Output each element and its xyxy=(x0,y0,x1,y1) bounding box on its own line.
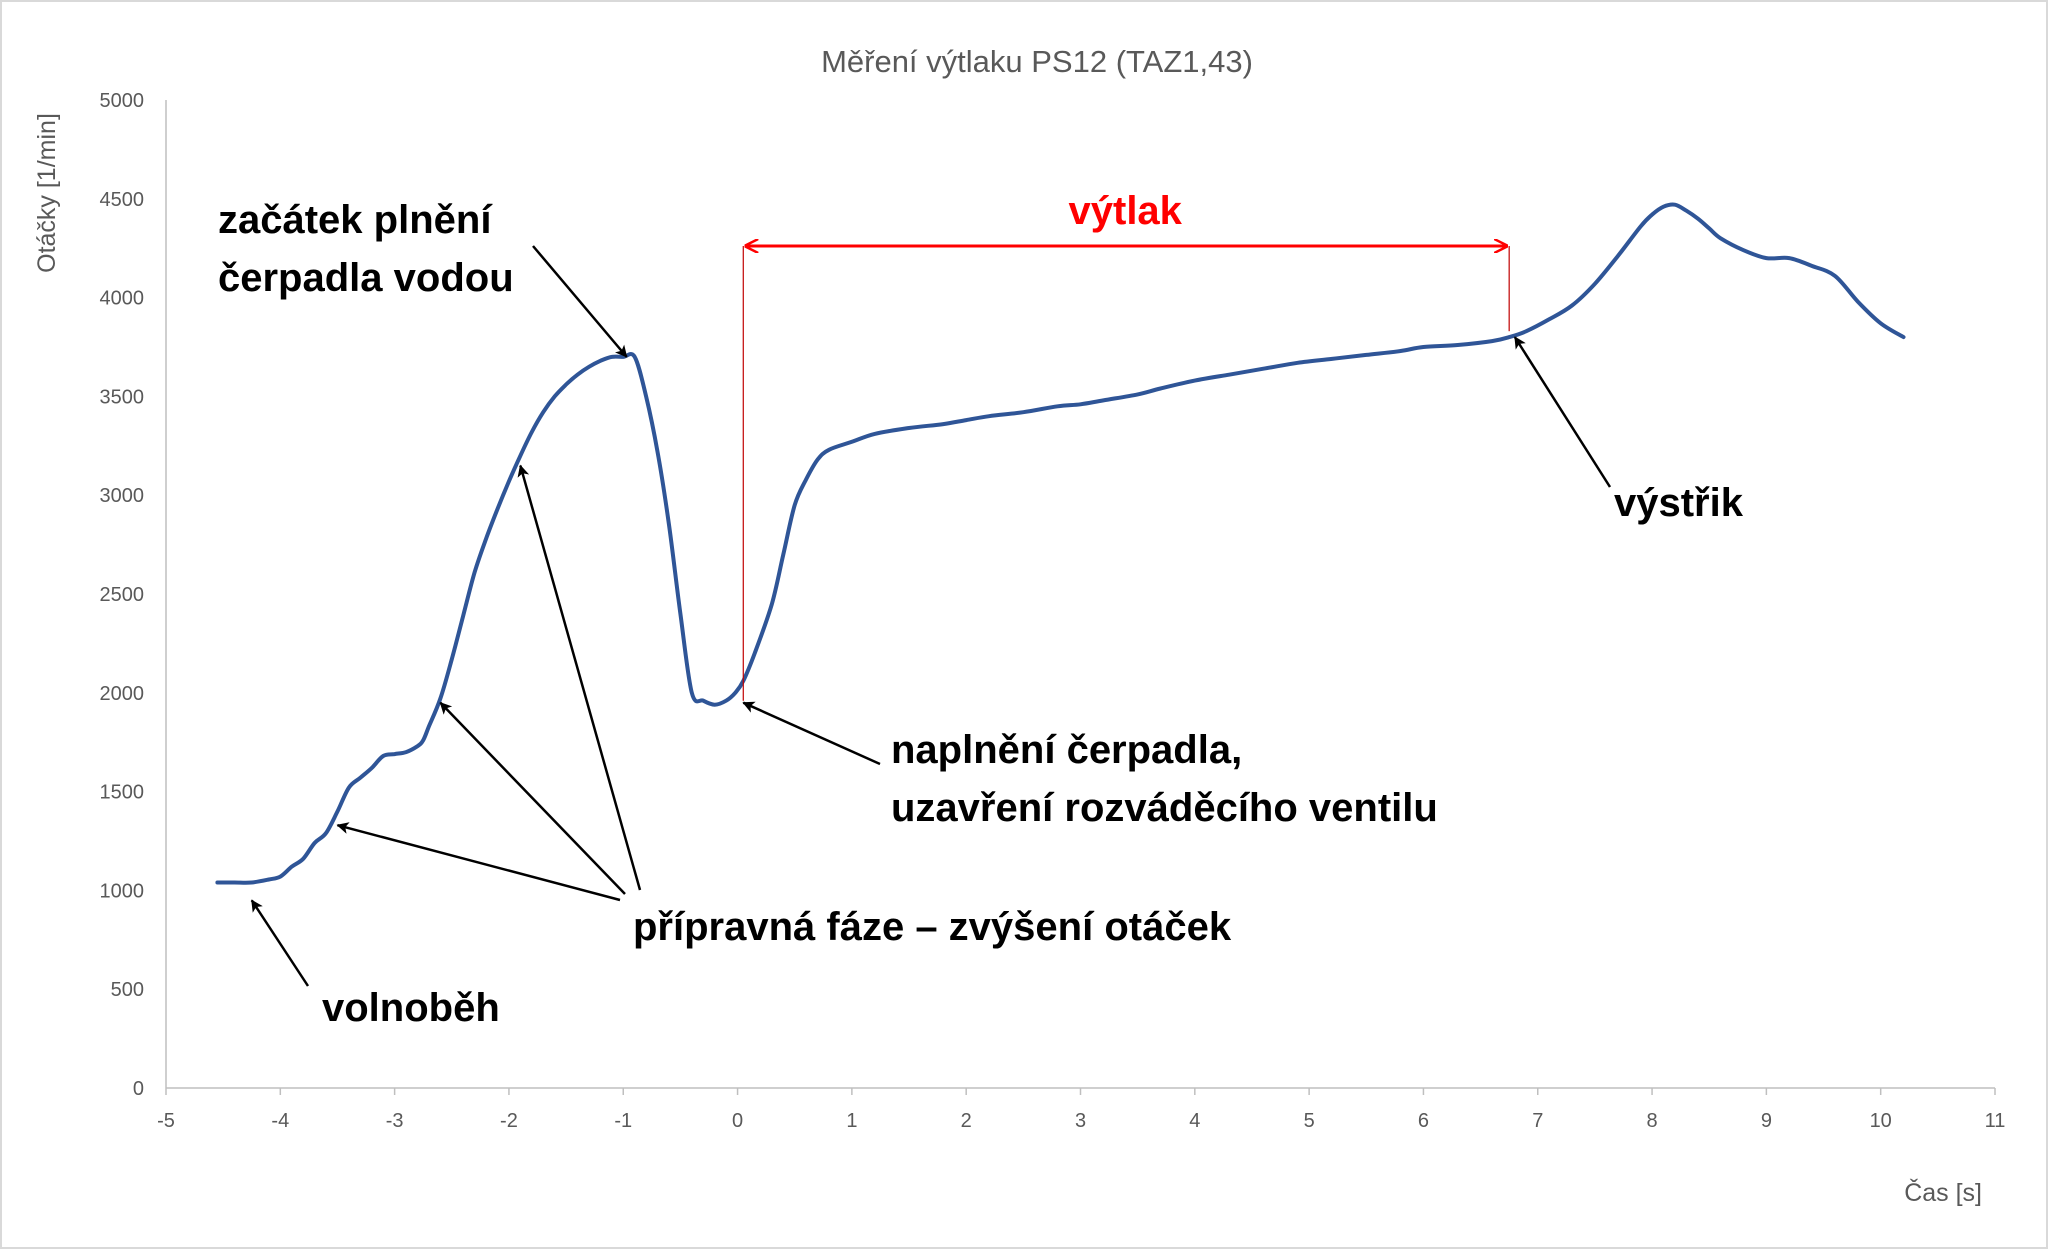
annotation-line: výstřik xyxy=(1614,481,1744,525)
range-label: výtlak xyxy=(1069,189,1183,233)
y-tick-label: 3000 xyxy=(100,485,145,507)
x-axis-title: Čas [s] xyxy=(1904,1178,1982,1207)
range-marker: výtlak xyxy=(742,189,1510,701)
y-tick-label: 1000 xyxy=(100,880,145,902)
x-tick-label: 3 xyxy=(1075,1110,1086,1132)
annotation-arrow xyxy=(742,701,881,766)
x-tick-label: -2 xyxy=(500,1110,518,1132)
x-tick-label: 8 xyxy=(1647,1110,1658,1132)
x-tick-label: -1 xyxy=(614,1110,632,1132)
y-tick-label: 5000 xyxy=(100,90,145,112)
x-tick-label: 4 xyxy=(1189,1110,1200,1132)
y-tick-label: 0 xyxy=(133,1078,144,1100)
y-tick-label: 2500 xyxy=(100,584,145,606)
annotation-label: volnoběh xyxy=(322,986,500,1030)
annotation-label: naplnění čerpadla, uzavření rozváděcího v… xyxy=(891,728,1438,830)
x-tick-label: -5 xyxy=(157,1110,175,1132)
x-tick-label: 2 xyxy=(961,1110,972,1132)
x-tick-label: 7 xyxy=(1532,1110,1543,1132)
series-line xyxy=(215,202,1906,885)
annotation-arrow xyxy=(1513,336,1612,488)
y-tick-label: 4500 xyxy=(100,189,145,211)
y-axis-title: Otáčky [1/min] xyxy=(33,113,61,273)
x-tick-label: 0 xyxy=(732,1110,743,1132)
annotations: začátek plnění čerpadla vodou naplnění čer… xyxy=(218,198,1744,1030)
y-tick-label: 500 xyxy=(111,979,144,1001)
annotation-label: výstřik xyxy=(1614,481,1744,525)
x-tick-label: 6 xyxy=(1418,1110,1429,1132)
x-tick-label: 11 xyxy=(1985,1110,2006,1132)
x-tick-label: 1 xyxy=(846,1110,857,1132)
x-tick-labels: -5 -4 -3 -2 -1 0 1 2 3 4 5 6 7 8 9 10 11 xyxy=(157,1088,2005,1132)
annotation-line: uzavření rozváděcího ventilu xyxy=(891,786,1438,830)
x-tick-label: -4 xyxy=(271,1110,289,1132)
x-tick-label: 10 xyxy=(1870,1110,1892,1132)
y-tick-label: 2000 xyxy=(100,683,145,705)
y-tick-label: 3500 xyxy=(100,386,145,408)
annotation-line: přípravná fáze – zvýšení otáček xyxy=(633,905,1232,949)
annotation-line: čerpadla vodou xyxy=(218,256,514,300)
annotation-arrow xyxy=(517,464,642,891)
annotation-line: volnoběh xyxy=(322,986,500,1030)
annotation-label: začátek plnění čerpadla vodou xyxy=(218,198,514,300)
y-tick-label: 1500 xyxy=(100,782,145,804)
annotation-arrow xyxy=(532,245,628,358)
annotation-label: přípravná fáze – zvýšení otáček xyxy=(633,905,1232,949)
x-tick-label: 5 xyxy=(1304,1110,1315,1132)
annotation-line: naplnění čerpadla, xyxy=(891,728,1242,772)
annotation-arrow xyxy=(439,701,626,895)
y-tick-label: 4000 xyxy=(100,288,145,310)
annotation-line: začátek plnění xyxy=(218,198,493,242)
y-tick-labels: 0 500 1000 1500 2000 2500 3000 3500 4000 4500 5000 xyxy=(100,90,145,1100)
x-tick-label: -3 xyxy=(386,1110,404,1132)
chart-title: Měření výtlaku PS12 (TAZ1,43) xyxy=(821,44,1253,79)
x-tick-label: 9 xyxy=(1761,1110,1772,1132)
annotation-arrow xyxy=(336,822,621,902)
annotation-arrow xyxy=(250,899,310,987)
series-group xyxy=(215,202,1906,885)
